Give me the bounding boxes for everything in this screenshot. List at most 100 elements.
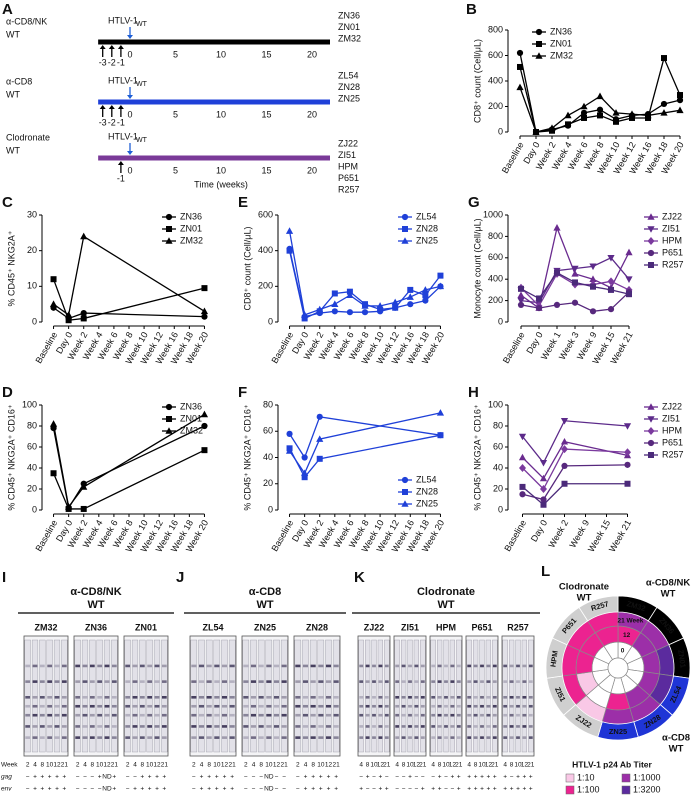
gag-result: −: [510, 774, 514, 781]
blot-band: [516, 736, 520, 739]
blot-band: [522, 696, 527, 699]
blot-band: [97, 736, 103, 739]
blot-band: [132, 725, 138, 728]
blot-band: [61, 704, 67, 708]
gag-result: +: [215, 774, 219, 781]
y-tick-label: 1000: [483, 209, 503, 219]
blot-band: [132, 696, 138, 699]
week-label: 8: [207, 762, 211, 769]
y-tick-label: 400: [258, 245, 273, 255]
data-point: [539, 474, 548, 482]
blot-band: [206, 680, 212, 683]
legend-label: ZM32: [550, 50, 573, 60]
data-point: [660, 100, 668, 108]
blot-band: [480, 713, 484, 717]
data-point: [613, 118, 619, 125]
blot-band: [221, 680, 228, 683]
week-label: 8: [510, 762, 514, 769]
data-point: [50, 470, 57, 477]
data-point: [624, 461, 631, 468]
blot-band: [333, 664, 339, 668]
blot-band: [528, 725, 533, 728]
infection-subscript: WT: [136, 137, 148, 144]
legend-marker: [536, 41, 542, 47]
blot-strip: [213, 639, 221, 753]
gag-result: +: [48, 774, 52, 781]
group-genotype: WT: [669, 744, 684, 755]
blot-band: [408, 664, 412, 668]
gag-result: −: [431, 774, 435, 781]
panel-letter: K: [354, 569, 365, 586]
blot-title: α-CD8/NK: [70, 586, 121, 598]
blot-band: [295, 725, 301, 728]
week-label: 8: [259, 762, 263, 769]
series-line: [522, 464, 628, 501]
blot-band: [528, 696, 533, 699]
data-point: [625, 248, 633, 256]
blot-band: [97, 704, 103, 708]
week-label: 4: [431, 762, 435, 769]
gag-result: +: [451, 774, 455, 781]
blot-band: [302, 680, 309, 683]
animal-label: ZI51: [338, 150, 356, 160]
infection-arrow-head: [127, 35, 133, 39]
blot-strip: [31, 639, 39, 753]
blot-band: [250, 725, 257, 728]
blot-band: [318, 725, 324, 728]
data-point: [561, 445, 568, 454]
data-point: [80, 309, 87, 317]
data-point: [589, 308, 597, 315]
blot-band: [486, 680, 491, 683]
blot-band: [509, 696, 514, 699]
data-point: [560, 437, 569, 445]
panel-letter: J: [176, 569, 184, 586]
env-result: +: [474, 786, 478, 793]
blot-band: [39, 736, 45, 739]
legend-marker: [535, 28, 543, 36]
blot-strip: [96, 639, 103, 753]
blot-band: [395, 713, 400, 717]
blot-band: [456, 680, 461, 683]
blot-strip: [228, 639, 236, 753]
blot-frame: [73, 635, 119, 757]
blot-band: [97, 696, 103, 699]
data-point: [625, 276, 633, 283]
animal-label: HPM: [436, 622, 456, 632]
gag-result: +: [98, 774, 102, 781]
blot-band: [486, 725, 491, 728]
data-point: [200, 410, 209, 418]
blot-band: [365, 704, 370, 708]
env-result: +: [379, 786, 383, 793]
y-tick-label: 400: [488, 75, 503, 85]
gag-result: +: [62, 774, 66, 781]
gag-result: +: [529, 774, 533, 781]
week-label: 4: [467, 762, 471, 769]
data-point: [660, 109, 668, 116]
blot-band: [408, 713, 412, 717]
env-result: +: [421, 786, 425, 793]
week-label: 10: [265, 762, 273, 769]
data-point: [80, 505, 87, 512]
blot-band: [522, 736, 527, 739]
blot-band: [359, 696, 364, 699]
week-label: 4: [133, 762, 137, 769]
blot-band: [480, 725, 484, 728]
week-label: 12: [449, 762, 457, 769]
week-label: 4: [83, 762, 87, 769]
data-point: [392, 304, 399, 311]
week-label: 8: [91, 762, 95, 769]
blot-frame: [241, 635, 289, 757]
y-tick-label: 0: [498, 126, 503, 136]
animal-label: HPM: [338, 161, 358, 171]
blot-band: [318, 713, 324, 717]
blot-band: [372, 713, 376, 717]
blot-band: [325, 736, 332, 739]
legend-label: P651: [662, 437, 683, 447]
gag-result: +: [112, 774, 116, 781]
gag-result: +: [55, 774, 59, 781]
ring-animal-label: HPM: [549, 650, 560, 668]
timeline-tick: 10: [216, 109, 226, 119]
blot-band: [243, 713, 249, 717]
animal-label: ZN28: [338, 82, 360, 92]
y-tick-label: 20: [493, 483, 503, 493]
